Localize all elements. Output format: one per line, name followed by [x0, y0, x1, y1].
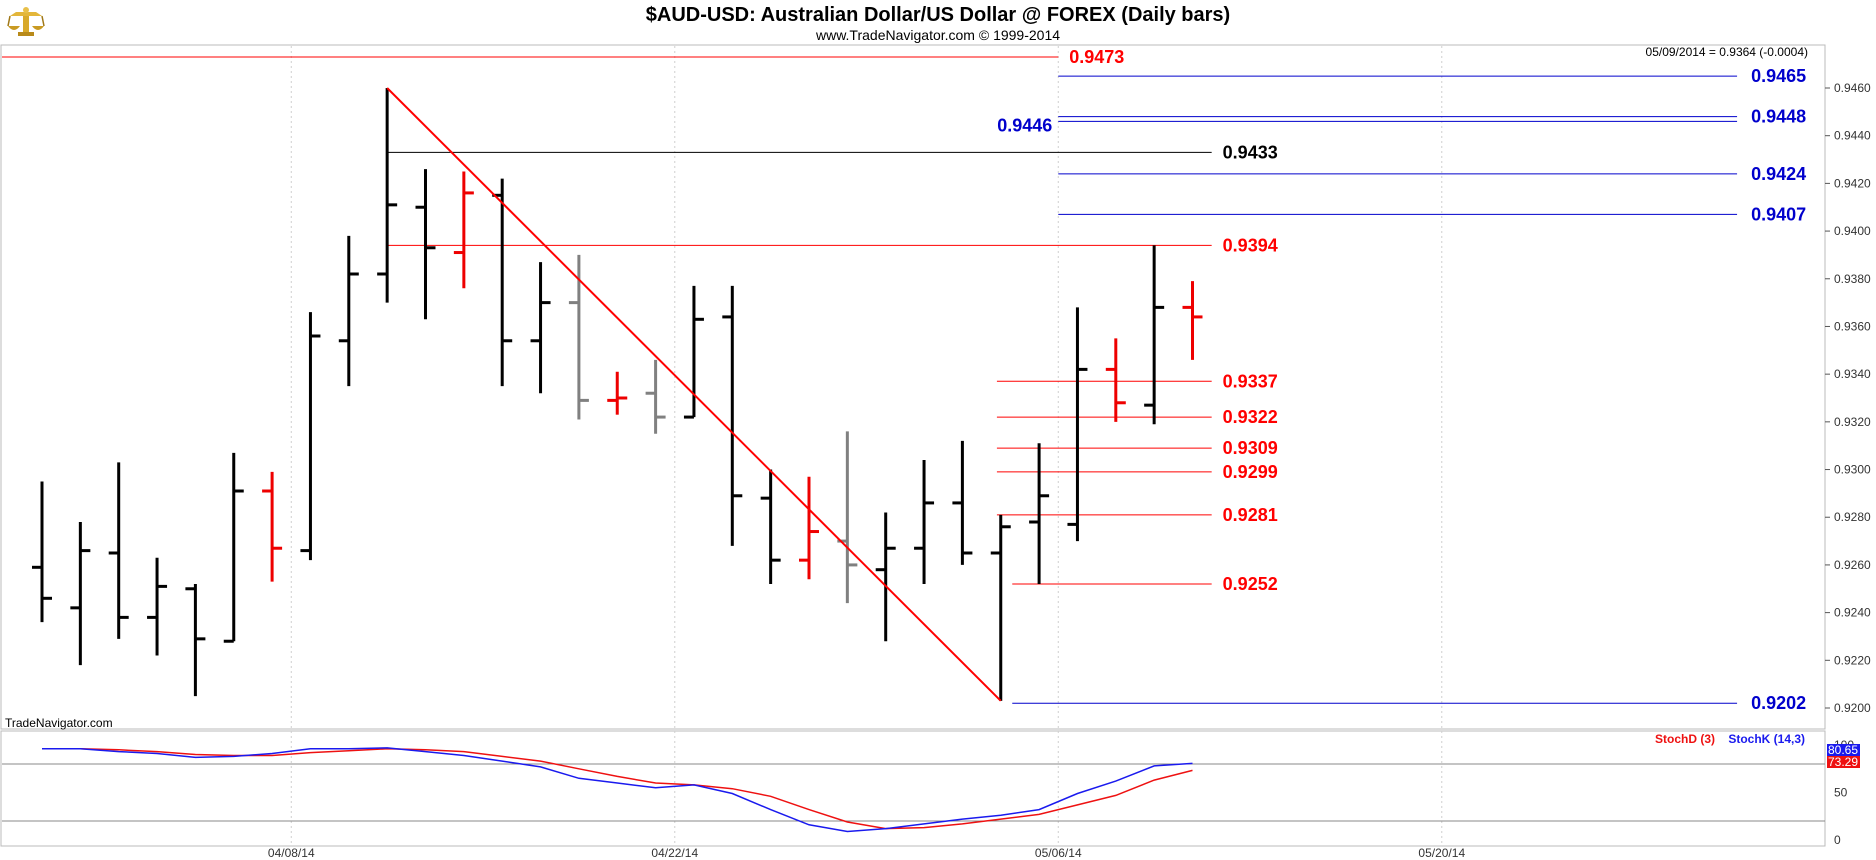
stoch-tick-label: 0 [1834, 833, 1841, 847]
watermark-text: TradeNavigator.com [5, 716, 113, 730]
grid-layer [290, 46, 1443, 846]
y-tick-label: 0.9200 [1834, 701, 1871, 715]
date-tick-label: 05/20/14 [1418, 846, 1465, 860]
y-axis-ticks: 0.9200 0.9220 0.9240 0.9260 0.9280 0.9300 0.93… [1825, 81, 1871, 715]
stoch-d-value: 73.29 [1828, 755, 1858, 769]
stoch-k-value: 80.65 [1828, 743, 1858, 757]
level-label: 0.9424 [1751, 164, 1806, 184]
y-tick-label: 0.9220 [1834, 653, 1871, 667]
chart-subtitle: www.TradeNavigator.com © 1999-2014 [815, 27, 1060, 43]
y-tick-label: 0.9260 [1834, 558, 1871, 572]
level-label: 0.9394 [1223, 235, 1278, 255]
y-tick-label: 0.9460 [1834, 81, 1871, 95]
stochastic-layer: 050100 [2, 738, 1854, 847]
level-label: 0.9322 [1223, 407, 1278, 427]
level-lines-layer: 0.9473 0.9465 0.9448 0.9446 0.9433 0.9424 0.94… [2, 47, 1806, 713]
level-label: 0.9252 [1223, 574, 1278, 594]
level-label: 0.9465 [1751, 66, 1806, 86]
indicator-panel-frame [0, 730, 1826, 847]
level-label: 0.9446 [997, 115, 1052, 135]
y-tick-label: 0.9380 [1834, 272, 1871, 286]
trendline-layer [386, 87, 1002, 702]
stoch-k-line [42, 747, 1193, 833]
y-tick-label: 0.9240 [1834, 606, 1871, 620]
level-label: 0.9407 [1751, 204, 1806, 224]
stoch-d-line [42, 748, 1193, 830]
level-label: 0.9433 [1223, 142, 1278, 162]
price-panel-frame [0, 44, 1826, 730]
level-label: 0.9299 [1223, 462, 1278, 482]
stoch-k-badge [1827, 744, 1860, 756]
price-bars-layer [32, 88, 1203, 701]
y-tick-label: 0.9300 [1834, 463, 1871, 477]
trophy-icon [7, 7, 45, 36]
stoch-d-badge [1827, 756, 1860, 768]
y-tick-label: 0.9340 [1834, 367, 1871, 381]
y-tick-label: 0.9320 [1834, 415, 1871, 429]
x-axis-dates: 04/08/14 04/22/14 05/06/14 05/20/14 [268, 846, 1466, 860]
date-tick-label: 05/06/14 [1035, 846, 1082, 860]
y-tick-label: 0.9280 [1834, 510, 1871, 524]
y-tick-label: 0.9400 [1834, 224, 1871, 238]
stoch-k-legend: StochK (14,3) [1728, 732, 1805, 746]
chart-title: $AUD-USD: Australian Dollar/US Dollar @ … [646, 4, 1230, 26]
y-tick-label: 0.9360 [1834, 319, 1871, 333]
level-label: 0.9281 [1223, 505, 1278, 525]
stoch-tick-label: 50 [1834, 786, 1848, 800]
y-tick-label: 0.9440 [1834, 129, 1871, 143]
trendline [386, 87, 1002, 702]
y-tick-label: 0.9420 [1834, 176, 1871, 190]
last-quote: 05/09/2014 = 0.9364 (-0.0004) [1646, 45, 1808, 59]
level-label: 0.9448 [1751, 107, 1806, 127]
level-label: 0.9337 [1223, 371, 1278, 391]
date-tick-label: 04/22/14 [651, 846, 698, 860]
level-label: 0.9309 [1223, 438, 1278, 458]
level-label: 0.9473 [1069, 47, 1124, 67]
date-tick-label: 04/08/14 [268, 846, 315, 860]
level-label: 0.9202 [1751, 693, 1806, 713]
stoch-d-legend: StochD (3) [1655, 732, 1715, 746]
